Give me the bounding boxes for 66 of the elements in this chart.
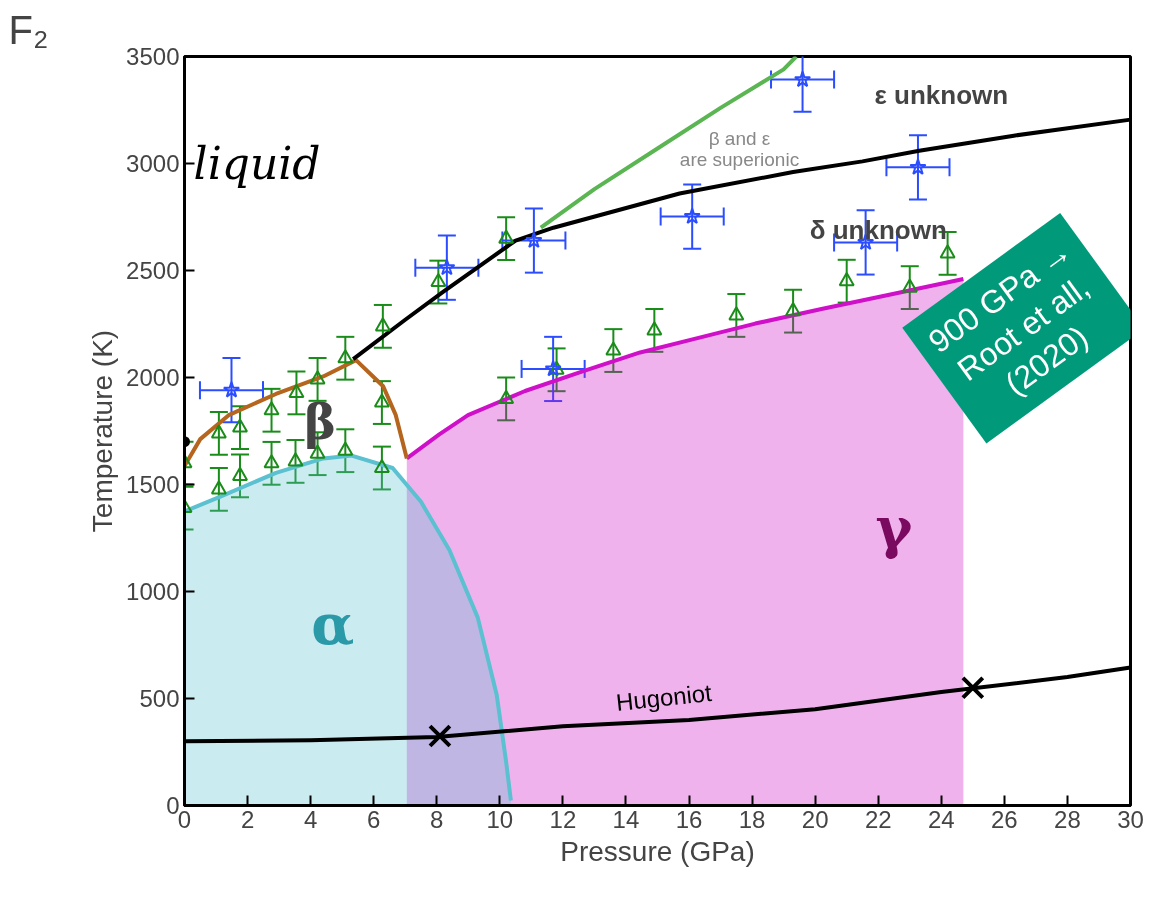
- point: [263, 401, 280, 416]
- point: [263, 454, 280, 469]
- point: [373, 458, 390, 474]
- y-tick-label: 3000: [126, 150, 180, 177]
- point: [525, 231, 543, 249]
- point: [373, 393, 390, 408]
- x-tick-label: 2: [240, 805, 255, 833]
- x-axis-title: Pressure (GPa): [560, 835, 755, 867]
- x-tick-label: 26: [991, 805, 1018, 833]
- point: [210, 480, 227, 495]
- point: [288, 383, 305, 398]
- y-tick-label: 1000: [126, 578, 180, 605]
- point: [498, 389, 515, 404]
- x-tick-label: 8: [430, 805, 444, 833]
- point: [544, 359, 562, 377]
- y-tick-label: 2000: [126, 364, 180, 391]
- x-tick-label: 16: [675, 805, 703, 833]
- annotation: ε unknown: [874, 80, 1009, 111]
- y-tick-label: 500: [139, 685, 180, 712]
- point: [785, 302, 802, 317]
- point: [430, 272, 447, 288]
- annotation: β and ε are superionic: [679, 127, 800, 170]
- point: [337, 349, 354, 364]
- point: [222, 381, 241, 398]
- point: [232, 466, 248, 481]
- line-series: [184, 358, 409, 469]
- x-tick-label: 22: [864, 805, 892, 833]
- point: [901, 278, 918, 293]
- point: [337, 441, 354, 456]
- point: [287, 452, 304, 467]
- chart-title: F₂: [8, 7, 49, 52]
- point: [683, 207, 701, 225]
- annotation: liquid: [193, 138, 321, 189]
- x-tick-label: 4: [303, 805, 318, 833]
- x-tick-label: 30: [1117, 805, 1144, 833]
- point: [909, 158, 927, 175]
- annotation: γ: [875, 494, 914, 561]
- x-tick-label: 12: [549, 805, 577, 833]
- point: [960, 675, 985, 700]
- x-tick-label: 28: [1054, 805, 1081, 833]
- y-tick-label: 3500: [126, 43, 180, 70]
- point: [939, 244, 956, 259]
- point: [498, 229, 515, 244]
- point: [838, 272, 855, 287]
- point: [728, 306, 745, 321]
- point: [646, 321, 663, 336]
- point: [793, 70, 812, 88]
- point: [548, 360, 565, 375]
- x-tick-label: 6: [367, 805, 381, 833]
- y-tick-label: 2500: [126, 257, 180, 284]
- x-tick-label: 10: [486, 805, 514, 833]
- point: [438, 258, 456, 276]
- x-tick-label: 18: [738, 805, 766, 833]
- point: [232, 418, 248, 433]
- x-tick-label: 20: [801, 805, 829, 833]
- point: [605, 341, 622, 356]
- line-series: [538, 56, 799, 230]
- point: [210, 424, 227, 439]
- x-tick-label: 14: [612, 805, 640, 833]
- y-tick-label: 1500: [126, 471, 180, 498]
- annotation: α: [311, 590, 355, 657]
- y-axis-title: Temperature (K): [87, 329, 119, 533]
- annotation: Hugoniot: [614, 678, 714, 716]
- point: [374, 317, 391, 332]
- x-tick-label: 24: [927, 805, 955, 833]
- point: [309, 370, 326, 385]
